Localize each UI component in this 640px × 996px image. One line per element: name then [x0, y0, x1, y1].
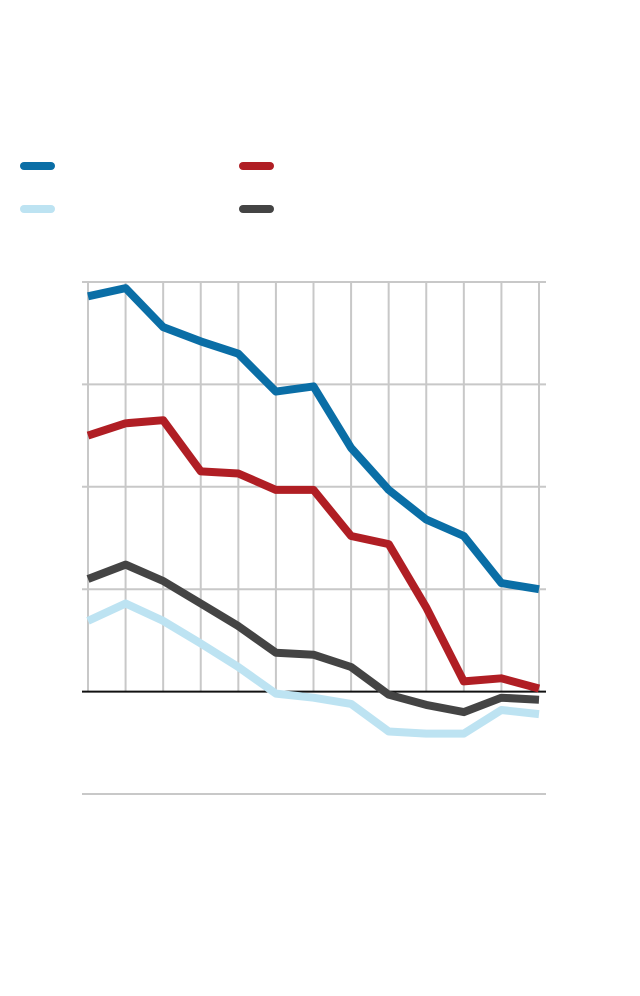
series-line-1	[87, 284, 540, 594]
legend	[20, 162, 274, 213]
series-line-3	[86, 599, 540, 738]
series-line-2	[86, 416, 541, 693]
series-lines	[86, 284, 541, 738]
series-line-4	[86, 560, 540, 717]
